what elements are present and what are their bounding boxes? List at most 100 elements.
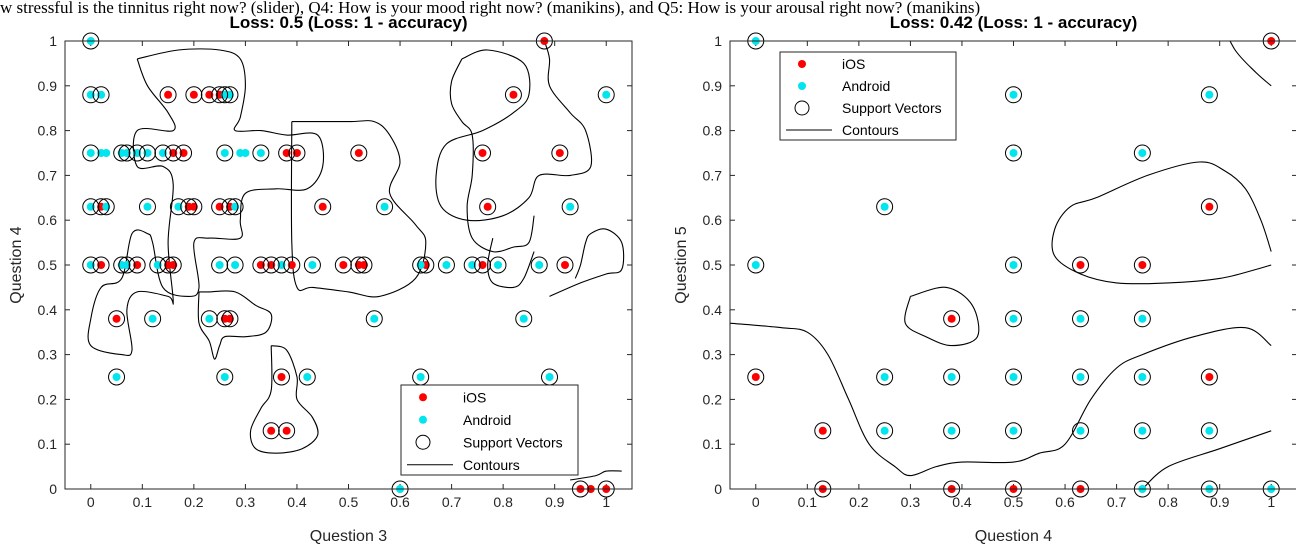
y-tick-label: 0 bbox=[49, 481, 57, 497]
axes-box bbox=[729, 40, 1296, 490]
support-vector-marker bbox=[216, 86, 234, 104]
x-tick-label: 0.9 bbox=[1210, 494, 1230, 510]
support-vector-marker bbox=[417, 256, 435, 274]
ios-point bbox=[215, 202, 224, 211]
support-vector-marker bbox=[288, 144, 306, 162]
support-vector-marker bbox=[1200, 198, 1218, 216]
points-group bbox=[82, 32, 615, 498]
support-vector-marker bbox=[92, 198, 110, 216]
legend-entry-label: Support Vectors bbox=[842, 100, 942, 116]
ios-point bbox=[478, 261, 487, 269]
y-tick-label: 0.6 bbox=[38, 212, 58, 228]
android-point bbox=[112, 373, 121, 381]
android-point bbox=[86, 202, 95, 211]
android-point bbox=[86, 261, 95, 269]
support-vector-marker bbox=[1200, 368, 1218, 386]
x-tick-label: 0.3 bbox=[901, 494, 921, 510]
chart-title: Loss: 0.5 (Loss: 1 - accuracy) bbox=[229, 13, 467, 32]
support-vector-marker bbox=[211, 256, 229, 274]
support-vector-marker bbox=[1005, 256, 1022, 274]
legend-android-marker bbox=[419, 415, 427, 424]
y-tick-label: 0.6 bbox=[703, 212, 723, 228]
ios-point bbox=[947, 314, 956, 323]
support-vector-marker bbox=[252, 256, 270, 274]
android-point bbox=[1076, 314, 1085, 323]
legend-ios-marker bbox=[419, 393, 427, 402]
support-vector-marker bbox=[128, 256, 146, 274]
ios-point bbox=[509, 90, 518, 99]
ios-point bbox=[1205, 373, 1214, 381]
android-point bbox=[86, 90, 95, 99]
android-point bbox=[380, 202, 389, 211]
chart-title: Loss: 0.42 (Loss: 1 - accuracy) bbox=[890, 13, 1138, 32]
support-vector-marker bbox=[747, 256, 765, 274]
x-tick-label: 0.2 bbox=[184, 494, 204, 510]
ios-point bbox=[751, 373, 760, 381]
ios-point bbox=[179, 149, 188, 157]
support-vector-marker bbox=[82, 86, 100, 104]
support-vector-marker bbox=[159, 86, 177, 104]
ios-point bbox=[112, 314, 121, 323]
y-tick-label: 0.8 bbox=[38, 123, 58, 139]
ios-point bbox=[169, 149, 178, 157]
ios-point bbox=[256, 261, 265, 269]
support-vector-marker bbox=[556, 256, 574, 274]
support-vector-marker bbox=[943, 422, 961, 440]
x-tick-label: 0.9 bbox=[545, 494, 565, 510]
y-tick-label: 1 bbox=[714, 33, 722, 49]
android-point bbox=[602, 90, 611, 99]
support-vector-marker bbox=[1005, 368, 1022, 386]
x-tick-label: 0.5 bbox=[1004, 494, 1024, 510]
android-point bbox=[751, 261, 760, 269]
support-vector-marker bbox=[437, 256, 455, 274]
android-point bbox=[416, 261, 425, 269]
support-vector-marker bbox=[118, 256, 136, 274]
support-vector-marker bbox=[489, 256, 507, 274]
legend-box bbox=[400, 384, 579, 476]
contour-line bbox=[1142, 430, 1272, 489]
support-vector-marker bbox=[1072, 422, 1090, 440]
support-vector-marker bbox=[185, 198, 203, 216]
android-point bbox=[143, 202, 152, 211]
android-point bbox=[97, 90, 106, 99]
support-vector-marker bbox=[943, 368, 961, 386]
android-point bbox=[1009, 314, 1018, 323]
support-vector-marker bbox=[1005, 86, 1022, 104]
support-vector-marker bbox=[113, 256, 131, 274]
support-vector-marker bbox=[82, 256, 100, 274]
legend-entry-label: Contours bbox=[463, 457, 520, 473]
support-vector-marker bbox=[200, 86, 218, 104]
ios-point bbox=[189, 90, 198, 99]
legend-entry-label: iOS bbox=[842, 56, 865, 72]
y-tick-label: 0.7 bbox=[703, 167, 723, 183]
support-vector-marker bbox=[252, 144, 270, 162]
support-vector-marker bbox=[1133, 144, 1151, 162]
contour-group bbox=[730, 41, 1272, 489]
android-point bbox=[143, 149, 152, 157]
android-point bbox=[102, 149, 111, 157]
legend-entry-label: Contours bbox=[842, 122, 899, 138]
android-point bbox=[1076, 373, 1085, 381]
support-vector-marker bbox=[216, 368, 234, 386]
support-vector-marker bbox=[200, 310, 218, 328]
android-point bbox=[303, 373, 312, 381]
support-vector-marker bbox=[180, 198, 198, 216]
contour-group bbox=[87, 41, 625, 481]
x-tick-label: 0.6 bbox=[390, 494, 410, 510]
ios-point bbox=[282, 149, 291, 157]
android-point bbox=[1009, 90, 1018, 99]
support-vector-marker bbox=[226, 256, 244, 274]
support-vector-marker bbox=[272, 368, 290, 386]
x-tick-label: 0.8 bbox=[493, 494, 513, 510]
ios-point bbox=[1076, 261, 1085, 269]
support-vector-marker bbox=[355, 256, 373, 274]
support-vector-marker bbox=[278, 422, 296, 440]
android-point bbox=[225, 90, 234, 99]
support-vector-marker bbox=[82, 198, 100, 216]
legend-sv-marker bbox=[415, 434, 431, 450]
android-point bbox=[493, 261, 502, 269]
support-vector-marker bbox=[169, 198, 187, 216]
support-vector-marker bbox=[149, 256, 167, 274]
support-vector-marker bbox=[314, 198, 332, 216]
ios-point bbox=[818, 426, 827, 435]
